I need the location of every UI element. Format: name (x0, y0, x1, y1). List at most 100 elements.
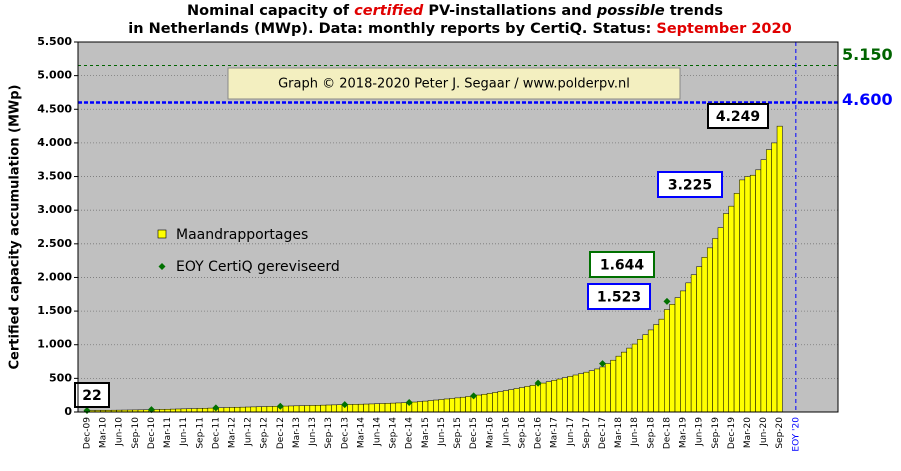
bar (637, 339, 644, 413)
bar (492, 392, 499, 413)
legend-swatch (157, 229, 167, 239)
bar (481, 393, 488, 413)
bar (567, 376, 574, 413)
bar (352, 404, 359, 413)
bar (728, 205, 735, 413)
bar (744, 176, 751, 413)
bar (422, 400, 429, 413)
x-tick-label: Jun-20 (759, 417, 769, 447)
x-tick-label: Sep-16 (517, 417, 527, 449)
bar (395, 402, 402, 413)
bar (331, 404, 337, 413)
x-tick-label: Mar-17 (550, 417, 560, 448)
x-tick-label: Dec-13 (340, 417, 350, 449)
bar (653, 324, 660, 413)
y-tick-label: 2.500 (37, 237, 72, 250)
x-tick-label: Dec-17 (598, 417, 608, 449)
y-tick-label: 1.500 (37, 304, 72, 317)
bar (723, 213, 729, 413)
y-tick-label: 0 (64, 405, 72, 418)
bar (336, 404, 343, 413)
bar (647, 329, 654, 413)
bar (309, 405, 316, 413)
bar (658, 318, 665, 413)
title-part: in Netherlands (MWp). Data: monthly repo… (128, 21, 656, 37)
x-tick-label: Sep-15 (453, 417, 463, 449)
bar (298, 405, 305, 413)
bar (191, 408, 198, 413)
bar (696, 266, 703, 413)
bar (357, 403, 364, 413)
bar (384, 403, 391, 413)
bar (266, 406, 273, 413)
bar (250, 406, 257, 413)
bar (196, 408, 203, 413)
bar (556, 378, 563, 413)
x-tick-label: Sep-18 (646, 417, 656, 449)
eoy-point (534, 379, 542, 387)
bar (433, 399, 439, 413)
eoy-point (405, 398, 413, 406)
y-tick-label: 3.000 (37, 203, 72, 216)
bar (551, 380, 558, 413)
annotation-box (74, 382, 110, 408)
bar (717, 227, 724, 413)
x-tick-label: Sep-10 (131, 417, 141, 449)
bar (626, 347, 633, 413)
bar (631, 343, 638, 413)
title-part: trends (665, 3, 723, 19)
bar (314, 405, 321, 413)
bar (304, 405, 311, 413)
bar (664, 309, 670, 413)
bar (390, 402, 397, 413)
bar (588, 370, 595, 413)
x-tick-label: Mar-11 (163, 417, 173, 448)
bar (255, 406, 262, 413)
bar (739, 179, 746, 413)
bar (706, 247, 713, 413)
annotation-box (589, 251, 655, 278)
x-tick-label: Sep-11 (195, 417, 205, 449)
x-tick-label: Jun-11 (179, 417, 189, 447)
bar (245, 406, 252, 413)
bar (545, 381, 552, 413)
x-tick-label: Dec-09 (83, 417, 93, 449)
bar (443, 398, 450, 413)
bar (486, 393, 493, 413)
bar (234, 407, 241, 413)
bar (282, 405, 289, 413)
legend-swatch (158, 263, 166, 270)
x-tick-label: Dec-16 (534, 417, 544, 449)
bar (261, 406, 268, 413)
bar (288, 405, 294, 413)
annotation-label: 3.225 (668, 178, 712, 194)
title-line: Nominal capacity of certified PV-install… (187, 3, 723, 19)
bar (363, 403, 370, 413)
bar (320, 404, 327, 413)
x-tick-label: Dec-15 (469, 417, 479, 449)
bar (733, 193, 740, 413)
reference-label: 5.150 (842, 45, 893, 64)
bar (438, 399, 445, 413)
bar (476, 394, 482, 413)
x-tick-label: Jun-10 (115, 417, 125, 447)
bar (610, 359, 617, 413)
plot-border (77, 41, 839, 413)
y-tick-label: 1.000 (37, 338, 72, 351)
bar (293, 405, 300, 413)
bar (272, 406, 278, 413)
bar (524, 386, 531, 413)
bar (368, 403, 375, 413)
title-part: September 2020 (656, 21, 791, 37)
x-tick-label: Jun-15 (437, 417, 447, 447)
eoy-point (212, 404, 220, 412)
bar (776, 125, 783, 413)
annotation-label: 22 (82, 388, 101, 404)
bar (374, 403, 380, 413)
bar (701, 257, 708, 413)
bar (519, 387, 525, 413)
bar (540, 382, 547, 413)
y-tick-label: 2.000 (37, 270, 72, 283)
x-tick-label: Dec-12 (276, 417, 286, 449)
